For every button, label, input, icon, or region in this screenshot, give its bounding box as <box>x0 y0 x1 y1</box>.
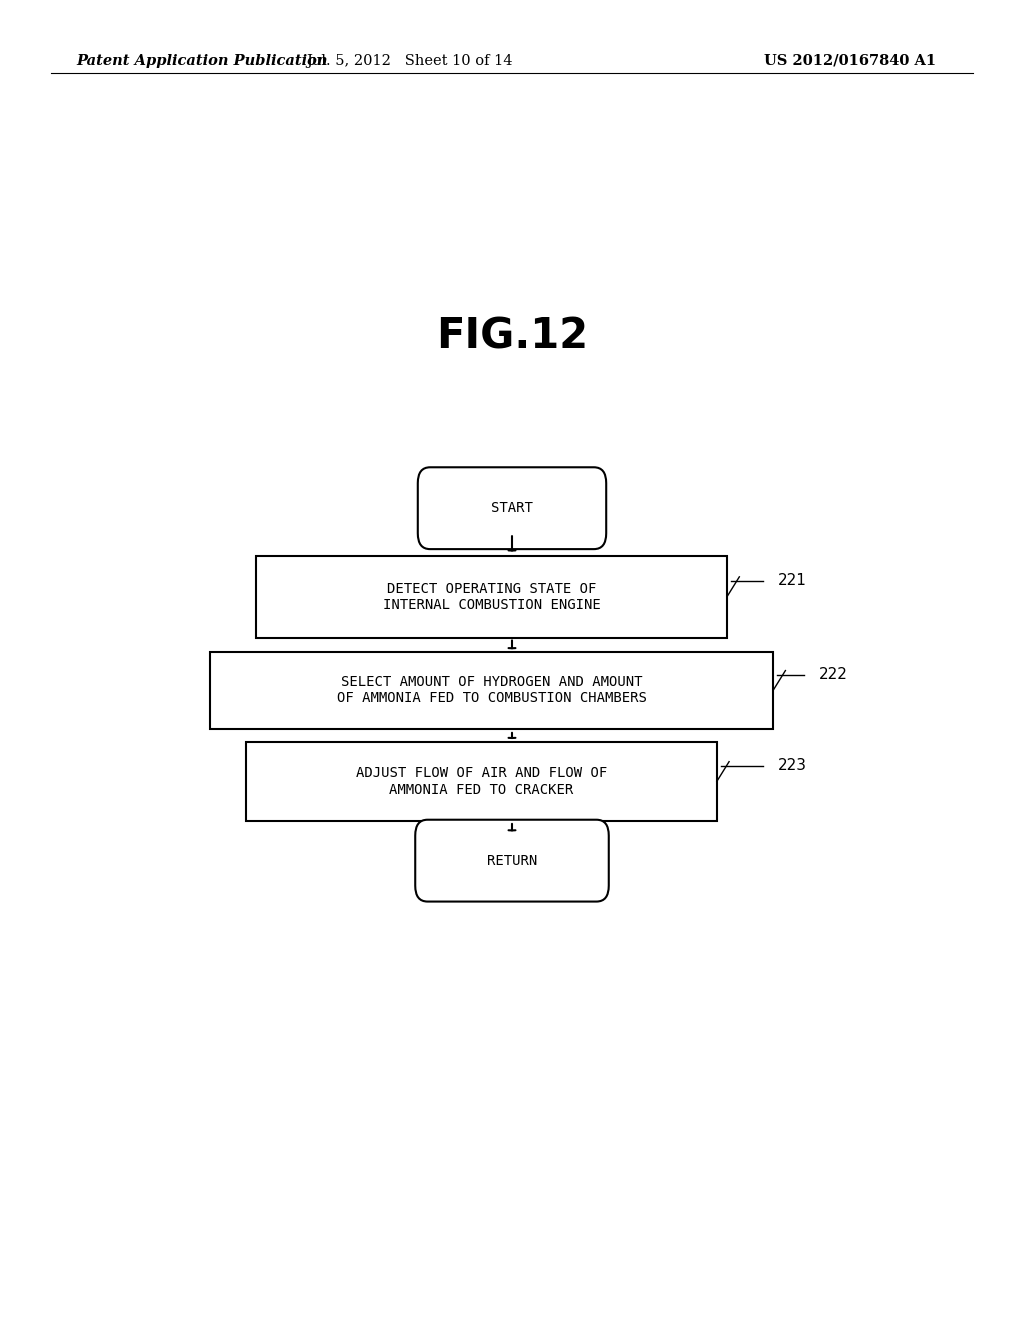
Text: ADJUST FLOW OF AIR AND FLOW OF
AMMONIA FED TO CRACKER: ADJUST FLOW OF AIR AND FLOW OF AMMONIA F… <box>355 767 607 796</box>
FancyBboxPatch shape <box>416 820 608 902</box>
Text: SELECT AMOUNT OF HYDROGEN AND AMOUNT
OF AMMONIA FED TO COMBUSTION CHAMBERS: SELECT AMOUNT OF HYDROGEN AND AMOUNT OF … <box>337 676 646 705</box>
Text: RETURN: RETURN <box>486 854 538 867</box>
Text: 222: 222 <box>819 667 848 682</box>
FancyBboxPatch shape <box>418 467 606 549</box>
Bar <box>256 556 727 638</box>
Text: 223: 223 <box>778 758 807 774</box>
Text: 221: 221 <box>778 573 807 589</box>
Text: DETECT OPERATING STATE OF
INTERNAL COMBUSTION ENGINE: DETECT OPERATING STATE OF INTERNAL COMBU… <box>383 582 600 611</box>
Text: Patent Application Publication: Patent Application Publication <box>77 54 329 67</box>
Text: US 2012/0167840 A1: US 2012/0167840 A1 <box>764 54 936 67</box>
Bar <box>210 652 773 729</box>
Text: FIG.12: FIG.12 <box>436 315 588 358</box>
Text: START: START <box>492 502 532 515</box>
Bar <box>246 742 717 821</box>
Text: Jul. 5, 2012   Sheet 10 of 14: Jul. 5, 2012 Sheet 10 of 14 <box>306 54 513 67</box>
